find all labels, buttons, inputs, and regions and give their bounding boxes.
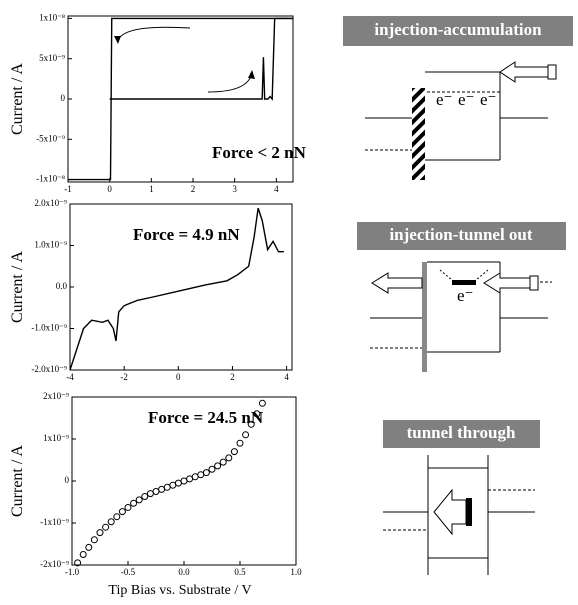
- x-tick-label: -2: [120, 372, 128, 382]
- data-point: [130, 499, 138, 507]
- y-tick-label: -1.0x10⁻⁹: [31, 323, 67, 333]
- data-point: [236, 439, 244, 447]
- y-tick-label: -5x10⁻⁹: [36, 133, 65, 143]
- state: [452, 280, 476, 285]
- charts: -1 0 1 2 3 4 1x10⁻⁸ 5x10⁻⁹ 0 -5x10⁻⁹ -1x10⁻⁸ Curren…: [9, 12, 307, 577]
- arrow: [117, 26, 191, 41]
- arrow-tail: [547, 64, 557, 80]
- tunnel-arrow: [433, 488, 467, 536]
- y-tick-label: 0.0: [56, 281, 68, 291]
- y-tick-label: -2.0x10⁻⁹: [31, 364, 67, 374]
- electron-label: e⁻: [480, 90, 497, 109]
- x-tick-label: 0.0: [178, 567, 190, 577]
- y-tick-label: 2.0x10⁻⁹: [34, 198, 67, 208]
- annotation: Force < 2 nN: [212, 143, 307, 162]
- data-point: [79, 551, 87, 558]
- diagram-title: injection-tunnel out: [389, 225, 532, 244]
- y-tick-label: -1x10⁻⁸: [36, 174, 65, 184]
- y-tick-label: 0: [61, 93, 66, 103]
- y-tick-label: 1x10⁻⁸: [39, 12, 65, 22]
- x-tick-label: 0.5: [234, 567, 246, 577]
- diagram-title-box: [343, 16, 573, 46]
- electrode: [412, 88, 425, 180]
- diagram: injection-accumulation e⁻ e⁻ e⁻: [343, 16, 573, 180]
- x-tick-label: 4: [274, 184, 279, 194]
- y-tick-label: 0: [65, 475, 70, 485]
- data-point: [141, 493, 149, 501]
- x-tick-label: 2: [191, 184, 196, 194]
- y-tick-label: 1.0x10⁻⁹: [34, 240, 67, 250]
- y-tick-label: 2x10⁻⁹: [43, 391, 69, 401]
- data-point: [202, 469, 210, 477]
- diagram-title-box: [357, 222, 566, 250]
- arrow: [207, 75, 252, 93]
- barrier: [439, 269, 489, 281]
- data-point: [247, 420, 255, 428]
- x-tick-label: 1: [149, 184, 154, 194]
- data-point: [74, 559, 82, 567]
- x-tick-label: 0: [107, 184, 112, 194]
- data-point: [253, 410, 261, 418]
- y-axis-label: Current / A: [9, 445, 26, 517]
- data-point: [214, 462, 222, 470]
- data-point: [242, 431, 250, 439]
- data-point: [96, 529, 104, 537]
- arrow-head: [248, 70, 255, 79]
- out-arrow: [371, 272, 423, 294]
- x-tick-label: -0.5: [121, 567, 136, 577]
- annotation: Force = 4.9 nN: [133, 225, 240, 244]
- data-point: [102, 523, 110, 531]
- diagram-title: injection-accumulation: [374, 20, 542, 39]
- y-tick-label: 1x10⁻⁹: [43, 433, 69, 443]
- x-tick-label: -4: [66, 372, 74, 382]
- diagram: injection-tunnel out e⁻: [357, 222, 566, 372]
- electron-label: e⁻: [436, 90, 453, 109]
- data-point: [113, 513, 121, 521]
- data-point: [107, 518, 115, 526]
- electron-label: e⁻: [457, 286, 474, 305]
- y-axis-label: Current / A: [9, 251, 26, 323]
- data-point: [230, 448, 238, 456]
- diagram-title: tunnel through: [407, 423, 516, 442]
- data-line: [69, 207, 284, 371]
- data-point: [90, 536, 98, 544]
- data-point: [85, 543, 93, 551]
- y-tick-label: 5x10⁻⁹: [39, 53, 65, 63]
- x-tick-label: -1: [64, 184, 72, 194]
- data-line: [109, 17, 293, 101]
- electrode: [422, 262, 427, 372]
- x-tick-label: 1.0: [290, 567, 302, 577]
- arrow-tail: [529, 275, 539, 291]
- diagram-title-box: [383, 420, 540, 448]
- x-tick-label: 2: [230, 372, 235, 382]
- diagram: tunnel through: [383, 420, 540, 575]
- data-point: [208, 465, 216, 473]
- y-tick-label: -1x10⁻⁹: [40, 517, 69, 527]
- x-tick-label: -1.0: [65, 567, 80, 577]
- data-point: [124, 503, 132, 511]
- annotation: Force = 24.5 nN: [148, 408, 264, 427]
- x-axis-label: Tip Bias vs. Substrate / V: [108, 583, 251, 598]
- injection-arrow: [499, 61, 549, 83]
- data-point: [225, 454, 233, 462]
- y-axis-label: Current / A: [9, 63, 26, 135]
- data-point: [219, 458, 227, 466]
- data-point: [135, 496, 143, 504]
- arrow-tail: [466, 498, 472, 526]
- data-point: [118, 508, 126, 516]
- electron-label: e⁻: [458, 90, 475, 109]
- x-tick-label: 3: [232, 184, 237, 194]
- x-tick-label: 4: [284, 372, 289, 382]
- x-tick-label: 0: [176, 372, 181, 382]
- in-arrow: [483, 272, 531, 294]
- arrow-head: [114, 36, 121, 44]
- y-tick-label: -2x10⁻⁹: [40, 559, 69, 569]
- data-point: [258, 399, 266, 407]
